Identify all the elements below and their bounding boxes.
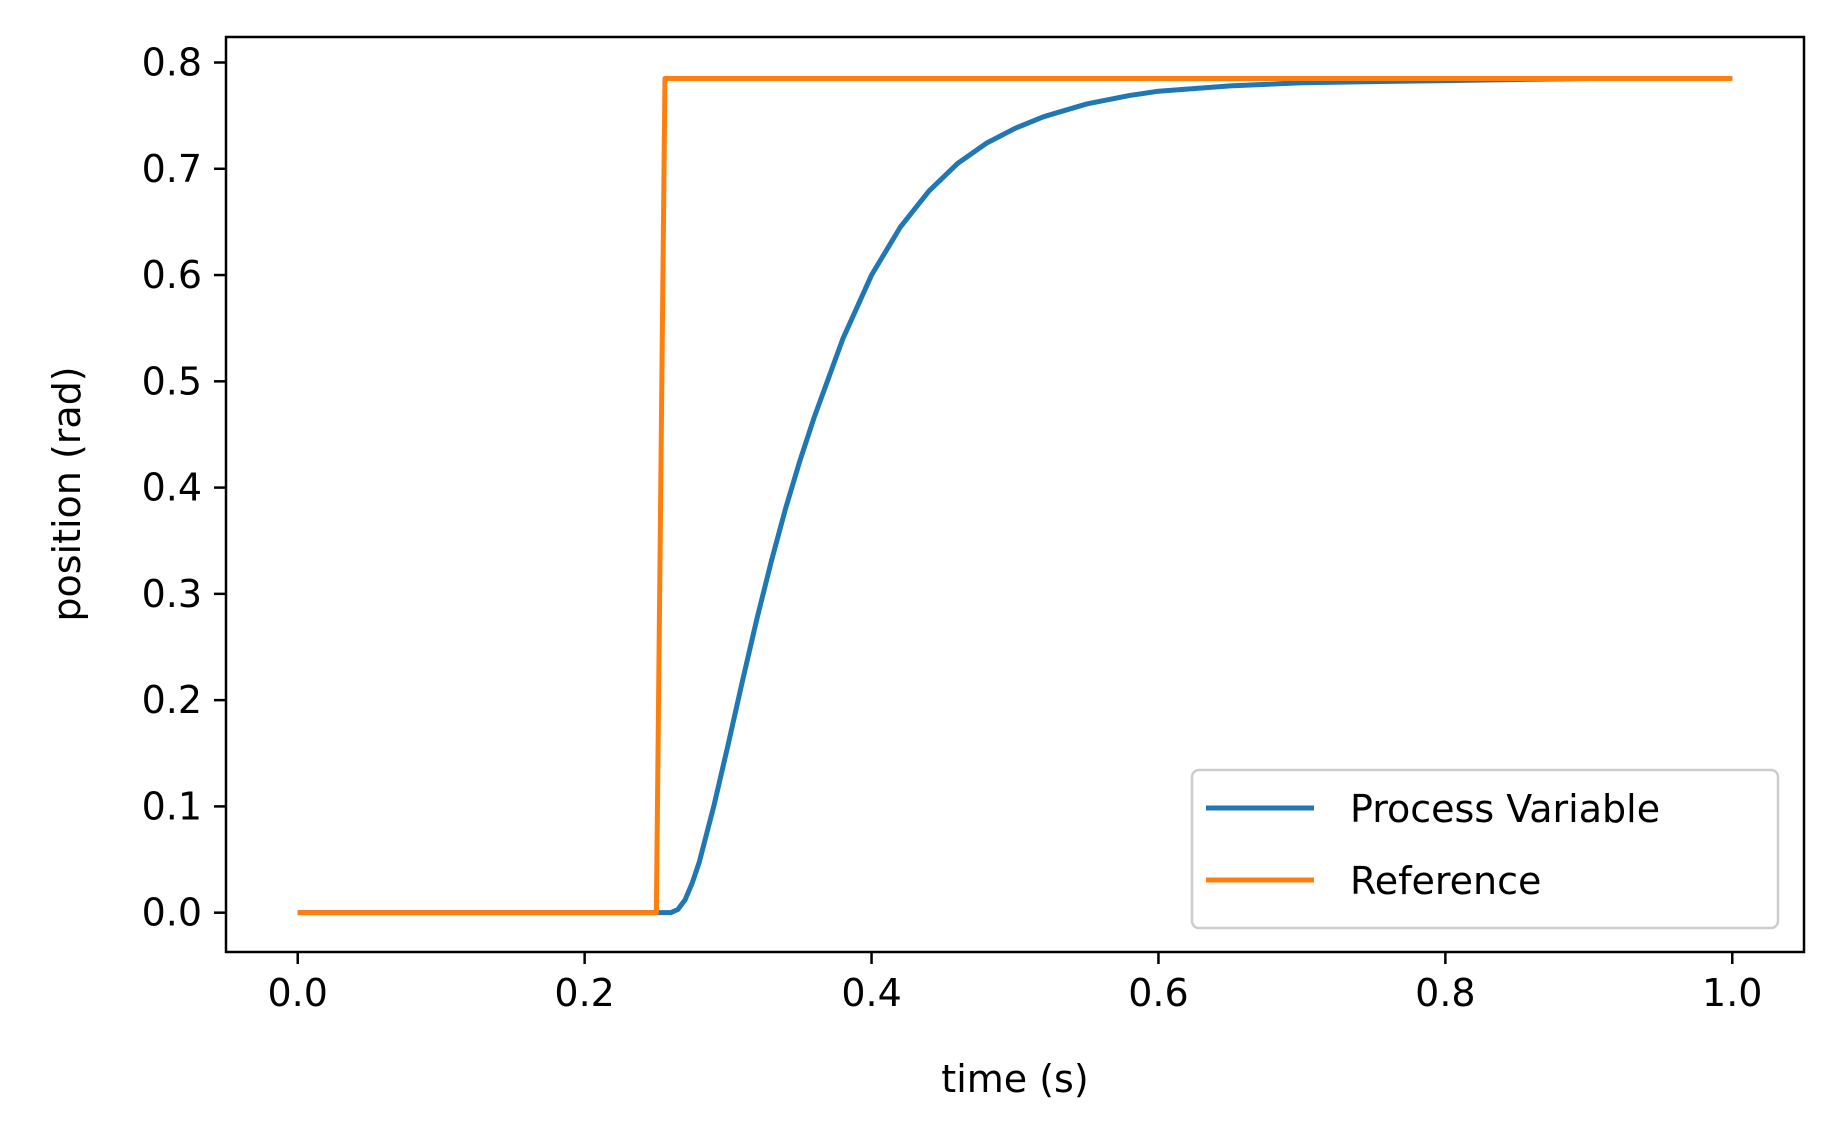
series-layer — [297, 75, 1733, 916]
y-tick-label: 0.0 — [142, 891, 202, 935]
x-tick-label: 0.2 — [554, 971, 614, 1015]
x-tick-label: 1.0 — [1702, 971, 1762, 1015]
legend-label-reference: Reference — [1350, 859, 1541, 903]
series-line-process-variable — [297, 75, 1733, 916]
plot-frame — [224, 35, 1806, 954]
legend-label-process-variable: Process Variable — [1350, 787, 1660, 831]
legend-box — [1190, 768, 1780, 930]
series-line-reference — [297, 75, 1733, 916]
y-tick-label: 0.4 — [142, 466, 202, 510]
x-tick-label: 0.0 — [268, 971, 328, 1015]
y-axis: 0.0 0.1 0.2 0.3 0.4 0.5 0.6 0.7 0.8 — [142, 41, 226, 935]
y-axis-title: position (rad) — [45, 366, 89, 621]
y-tick-label: 0.3 — [142, 572, 202, 616]
y-tick-label: 0.1 — [142, 784, 202, 828]
y-tick-label: 0.8 — [142, 41, 202, 85]
x-tick-label: 0.6 — [1128, 971, 1188, 1015]
y-tick-label: 0.6 — [142, 253, 202, 297]
legend: Process Variable Reference — [1190, 768, 1780, 930]
x-axis-title: time (s) — [941, 1057, 1088, 1101]
x-tick-label: 0.8 — [1415, 971, 1475, 1015]
y-tick-label: 0.7 — [142, 147, 202, 191]
x-tick-label: 0.4 — [841, 971, 901, 1015]
x-axis: 0.0 0.2 0.4 0.6 0.8 1.0 — [268, 952, 1762, 1015]
y-tick-label: 0.5 — [142, 359, 202, 403]
y-tick-label: 0.2 — [142, 678, 202, 722]
